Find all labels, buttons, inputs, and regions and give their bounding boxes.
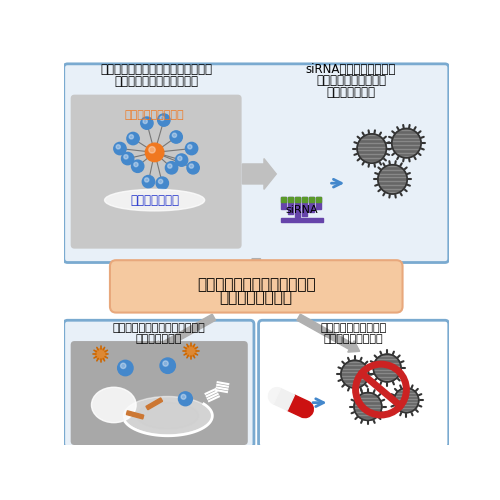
Bar (302, 197, 307, 202)
Circle shape (176, 154, 188, 166)
Polygon shape (274, 388, 294, 410)
Circle shape (146, 143, 164, 162)
Circle shape (186, 346, 196, 356)
FancyArrow shape (242, 158, 276, 190)
FancyBboxPatch shape (64, 320, 254, 448)
FancyBboxPatch shape (110, 260, 403, 312)
Bar (316, 197, 321, 209)
FancyBboxPatch shape (258, 320, 449, 448)
Wedge shape (302, 402, 314, 417)
Circle shape (160, 358, 176, 374)
Bar (295, 197, 300, 202)
Text: siRNA: siRNA (286, 205, 318, 215)
Circle shape (116, 144, 120, 149)
Bar (281, 197, 286, 202)
Bar (288, 197, 293, 214)
Circle shape (149, 146, 156, 153)
Bar (308, 197, 314, 202)
Circle shape (341, 360, 368, 388)
FancyBboxPatch shape (64, 64, 449, 262)
Wedge shape (268, 388, 280, 404)
Bar (295, 197, 300, 217)
Text: 宿主因子の役割: 宿主因子の役割 (136, 334, 182, 344)
FancyArrow shape (126, 411, 144, 419)
Circle shape (188, 144, 192, 149)
Circle shape (144, 178, 149, 182)
Circle shape (181, 394, 186, 400)
Bar (308, 197, 314, 212)
FancyArrow shape (297, 314, 360, 352)
FancyArrow shape (249, 258, 264, 280)
Circle shape (96, 349, 106, 360)
Circle shape (163, 361, 168, 366)
Circle shape (166, 162, 177, 174)
Circle shape (186, 142, 198, 154)
Circle shape (143, 120, 148, 124)
Text: 宿主たんぱく質: 宿主たんぱく質 (130, 194, 179, 206)
Circle shape (118, 360, 133, 376)
Circle shape (187, 162, 200, 174)
Ellipse shape (92, 387, 136, 422)
Text: ウイルス増殖ステップにおける: ウイルス増殖ステップにおける (112, 323, 205, 333)
Circle shape (156, 177, 168, 190)
Text: と共沈した宿主たんぱく質: と共沈した宿主たんぱく質 (114, 75, 198, 88)
Circle shape (114, 142, 126, 154)
Circle shape (134, 162, 138, 166)
Circle shape (132, 160, 144, 172)
Bar (316, 197, 321, 202)
Circle shape (120, 363, 126, 368)
Text: インフルエンザウイルスたんぱく質: インフルエンザウイルスたんぱく質 (100, 62, 212, 76)
Circle shape (357, 134, 386, 163)
Text: ウイルス増殖に影響を: ウイルス増殖に影響を (316, 74, 386, 88)
Circle shape (354, 392, 382, 420)
Bar (281, 197, 286, 209)
FancyArrow shape (153, 314, 216, 352)
Text: インフルエンザウイルス増殖: インフルエンザウイルス増殖 (197, 278, 316, 292)
FancyArrow shape (146, 398, 162, 409)
Bar (281, 218, 323, 222)
Circle shape (170, 131, 182, 143)
Ellipse shape (137, 402, 198, 429)
Text: 宿主因子を標的とした: 宿主因子を標的とした (320, 323, 386, 333)
Circle shape (394, 388, 418, 412)
Bar (288, 197, 293, 202)
Circle shape (168, 164, 172, 168)
Circle shape (142, 176, 154, 188)
Text: に関わる宿主因子: に関わる宿主因子 (220, 290, 293, 304)
Text: siRNAによる発現抑制が: siRNAによる発現抑制が (306, 62, 396, 76)
Circle shape (122, 152, 134, 164)
Circle shape (124, 154, 128, 159)
Circle shape (158, 114, 170, 126)
Text: ウイルスたんぱく質: ウイルスたんぱく質 (125, 110, 184, 120)
Circle shape (374, 354, 401, 382)
Circle shape (127, 132, 139, 144)
FancyBboxPatch shape (70, 341, 248, 445)
Ellipse shape (104, 190, 204, 211)
Circle shape (160, 116, 164, 120)
Circle shape (378, 164, 407, 194)
Text: 与えた宿主因子: 与えた宿主因子 (326, 86, 376, 99)
Text: 抗ウイルス薬の開発: 抗ウイルス薬の開発 (324, 334, 383, 344)
Bar (302, 197, 307, 216)
Circle shape (158, 180, 162, 184)
Circle shape (141, 117, 153, 130)
Polygon shape (288, 395, 308, 417)
Circle shape (129, 134, 134, 139)
Circle shape (178, 392, 192, 406)
Ellipse shape (124, 396, 212, 435)
Circle shape (392, 128, 421, 158)
Circle shape (178, 156, 182, 160)
Circle shape (189, 164, 194, 168)
Circle shape (172, 133, 176, 138)
FancyBboxPatch shape (70, 94, 241, 248)
